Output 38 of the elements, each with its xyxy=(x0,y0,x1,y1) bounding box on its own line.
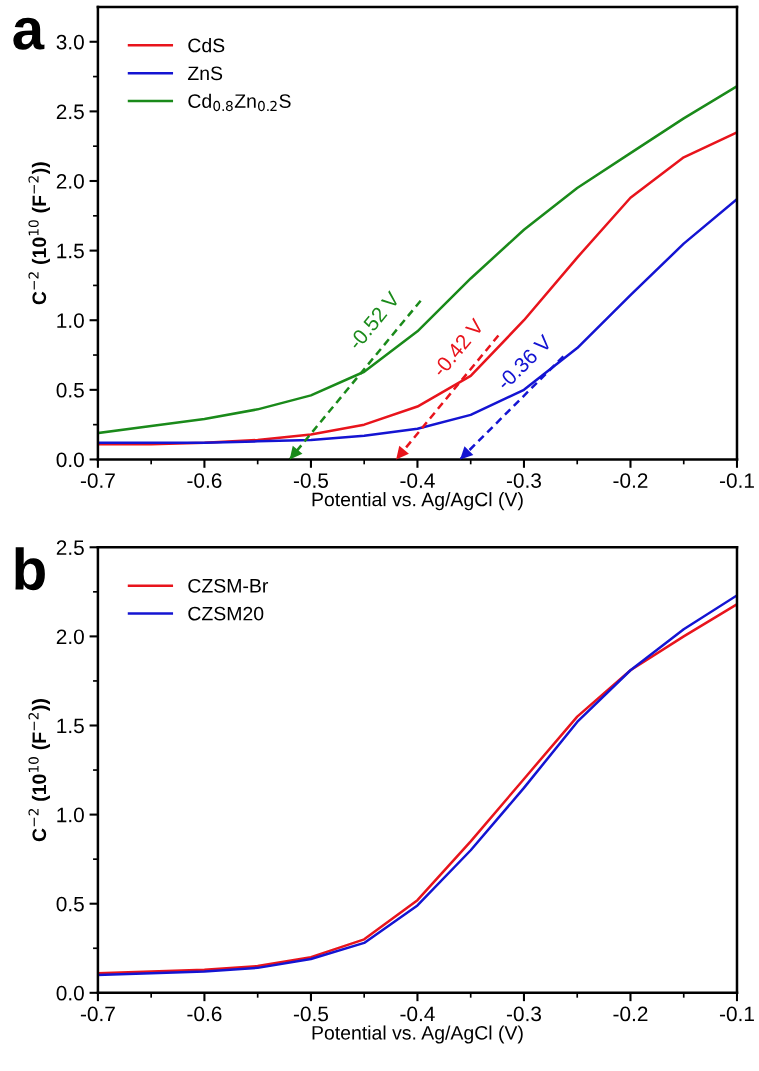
chart-title: a xyxy=(13,17,45,50)
y-tick-label: 0.5 xyxy=(56,896,84,912)
x-tick-label: -0.4 xyxy=(400,1006,435,1022)
y-tick-label: 2.5 xyxy=(56,540,84,556)
x-tick-label: -0.3 xyxy=(506,473,541,488)
y-tick-label: 1.0 xyxy=(57,807,84,823)
y-axis-title: C$^{−2}$ (10$^{10}$ (F$^{−2}$)) xyxy=(28,699,51,842)
x-tick-label: -0.5 xyxy=(293,1006,329,1022)
x-axis-title: Potential vs. Ag/AgCl (V) xyxy=(312,492,523,511)
x-tick-label: -0.4 xyxy=(400,473,435,488)
x-tick-label: -0.3 xyxy=(506,1006,541,1022)
y-tick-label: 0.5 xyxy=(56,382,84,398)
x-tick-label: -0.6 xyxy=(187,1006,222,1022)
x-tick-label: -0.1 xyxy=(719,1006,754,1022)
y-tick-label: 2.5 xyxy=(56,104,84,120)
y-tick-label: 0.0 xyxy=(56,452,84,468)
y-tick-label: 3.0 xyxy=(56,34,84,50)
x-tick-label: -0.2 xyxy=(613,473,648,488)
y-tick-label: 2.0 xyxy=(56,629,84,645)
chart-title: b xyxy=(15,547,45,591)
x-axis-title: Potential vs. Ag/AgCl (V) xyxy=(312,1025,523,1044)
y-tick-label: 1.0 xyxy=(57,313,84,328)
legend-label: ZnS xyxy=(187,66,223,81)
y-tick-label: 2.0 xyxy=(56,174,84,189)
x-tick-label: -0.1 xyxy=(719,473,754,488)
legend-label: CZSM20 xyxy=(188,606,264,621)
x-tick-label: -0.6 xyxy=(187,473,222,488)
y-tick-label: 1.5 xyxy=(57,243,84,259)
x-tick-label: -0.7 xyxy=(80,473,115,488)
legend-label: Cd$_{0.8}$Zn$_{0.2}$S xyxy=(188,93,291,112)
y-axis-title: C$^{−2}$ (10$^{10}$ (F$^{−2}$)) xyxy=(28,162,51,305)
x-tick-label: -0.7 xyxy=(80,1006,115,1022)
x-tick-label: -0.2 xyxy=(613,1006,648,1022)
legend-label: CZSM-Br xyxy=(188,578,269,593)
y-tick-label: 1.5 xyxy=(57,718,84,734)
x-tick-label: -0.5 xyxy=(293,473,329,488)
y-tick-label: 0.0 xyxy=(56,985,84,1001)
legend-label: CdS xyxy=(188,38,225,53)
